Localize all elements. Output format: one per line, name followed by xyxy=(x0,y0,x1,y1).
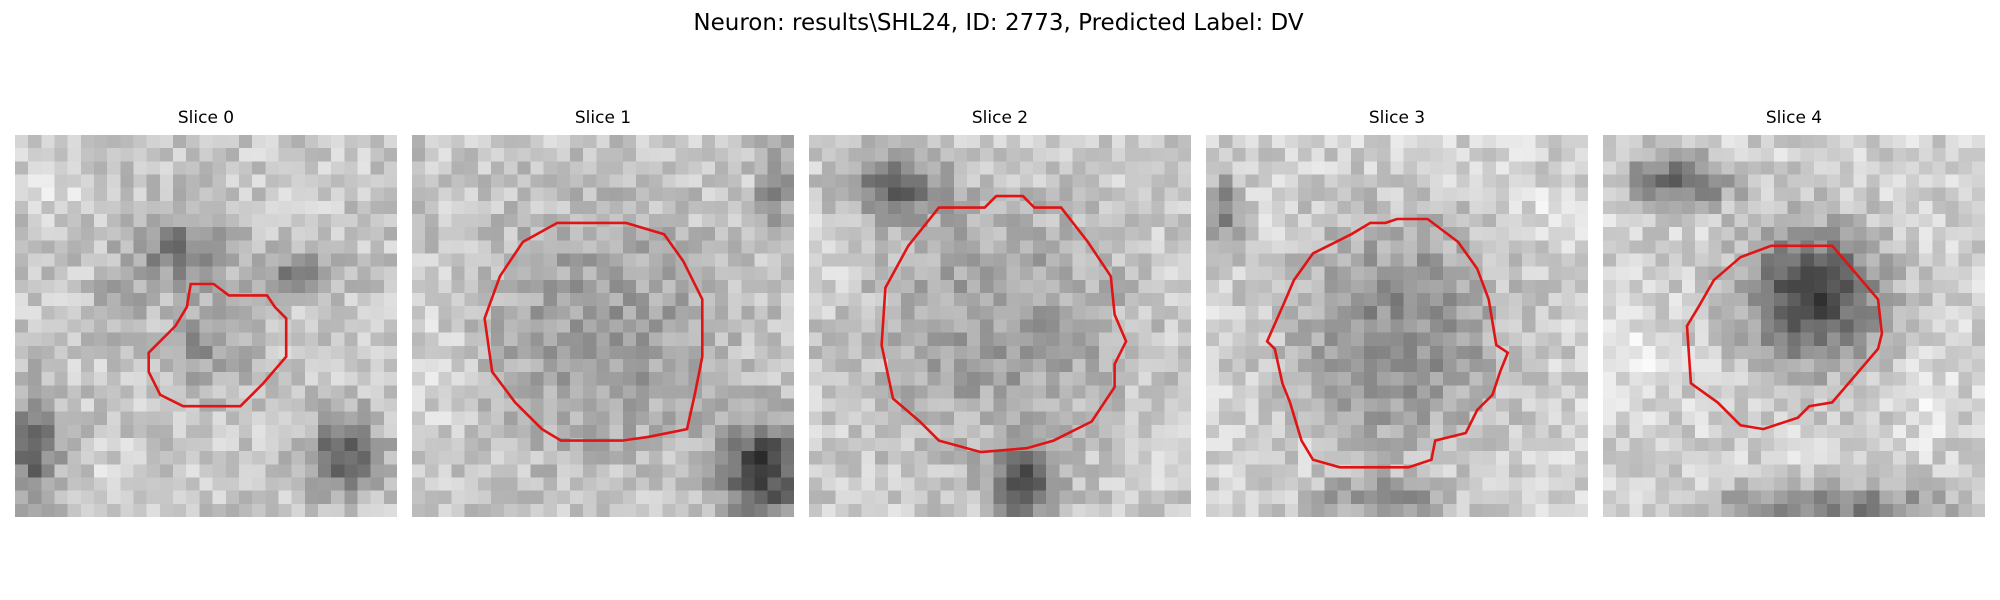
grayscale-pixels xyxy=(1603,135,1985,517)
slice-title: Slice 1 xyxy=(574,108,632,128)
figure-title: Neuron: results\SHL24, ID: 2773, Predict… xyxy=(693,10,1304,36)
slice-image-4 xyxy=(1603,135,1985,517)
slice-image-0 xyxy=(15,135,397,517)
grayscale-pixels xyxy=(15,135,397,517)
neuron-contour xyxy=(1685,244,1884,431)
slice-image-3 xyxy=(1206,135,1588,517)
grayscale-pixels xyxy=(809,135,1191,517)
slice-panel-1: Slice 1 xyxy=(412,108,794,517)
neuron-contour xyxy=(147,282,288,408)
slice-title: Slice 2 xyxy=(971,108,1029,128)
neuron-contour xyxy=(483,221,704,442)
slice-panel-3: Slice 3 xyxy=(1206,108,1588,517)
slice-panel-2: Slice 2 xyxy=(809,108,1191,517)
slice-panel-0: Slice 0 xyxy=(15,108,397,517)
slice-panel-4: Slice 4 xyxy=(1603,108,1985,517)
grayscale-pixels xyxy=(1206,135,1588,517)
slice-title: Slice 4 xyxy=(1765,108,1823,128)
grayscale-pixels xyxy=(412,135,794,517)
slice-title: Slice 0 xyxy=(177,108,235,128)
slice-image-1 xyxy=(412,135,794,517)
neuron-contour xyxy=(1265,217,1510,469)
slice-title: Slice 3 xyxy=(1368,108,1426,128)
neuron-contour xyxy=(880,194,1128,454)
slice-image-2 xyxy=(809,135,1191,517)
